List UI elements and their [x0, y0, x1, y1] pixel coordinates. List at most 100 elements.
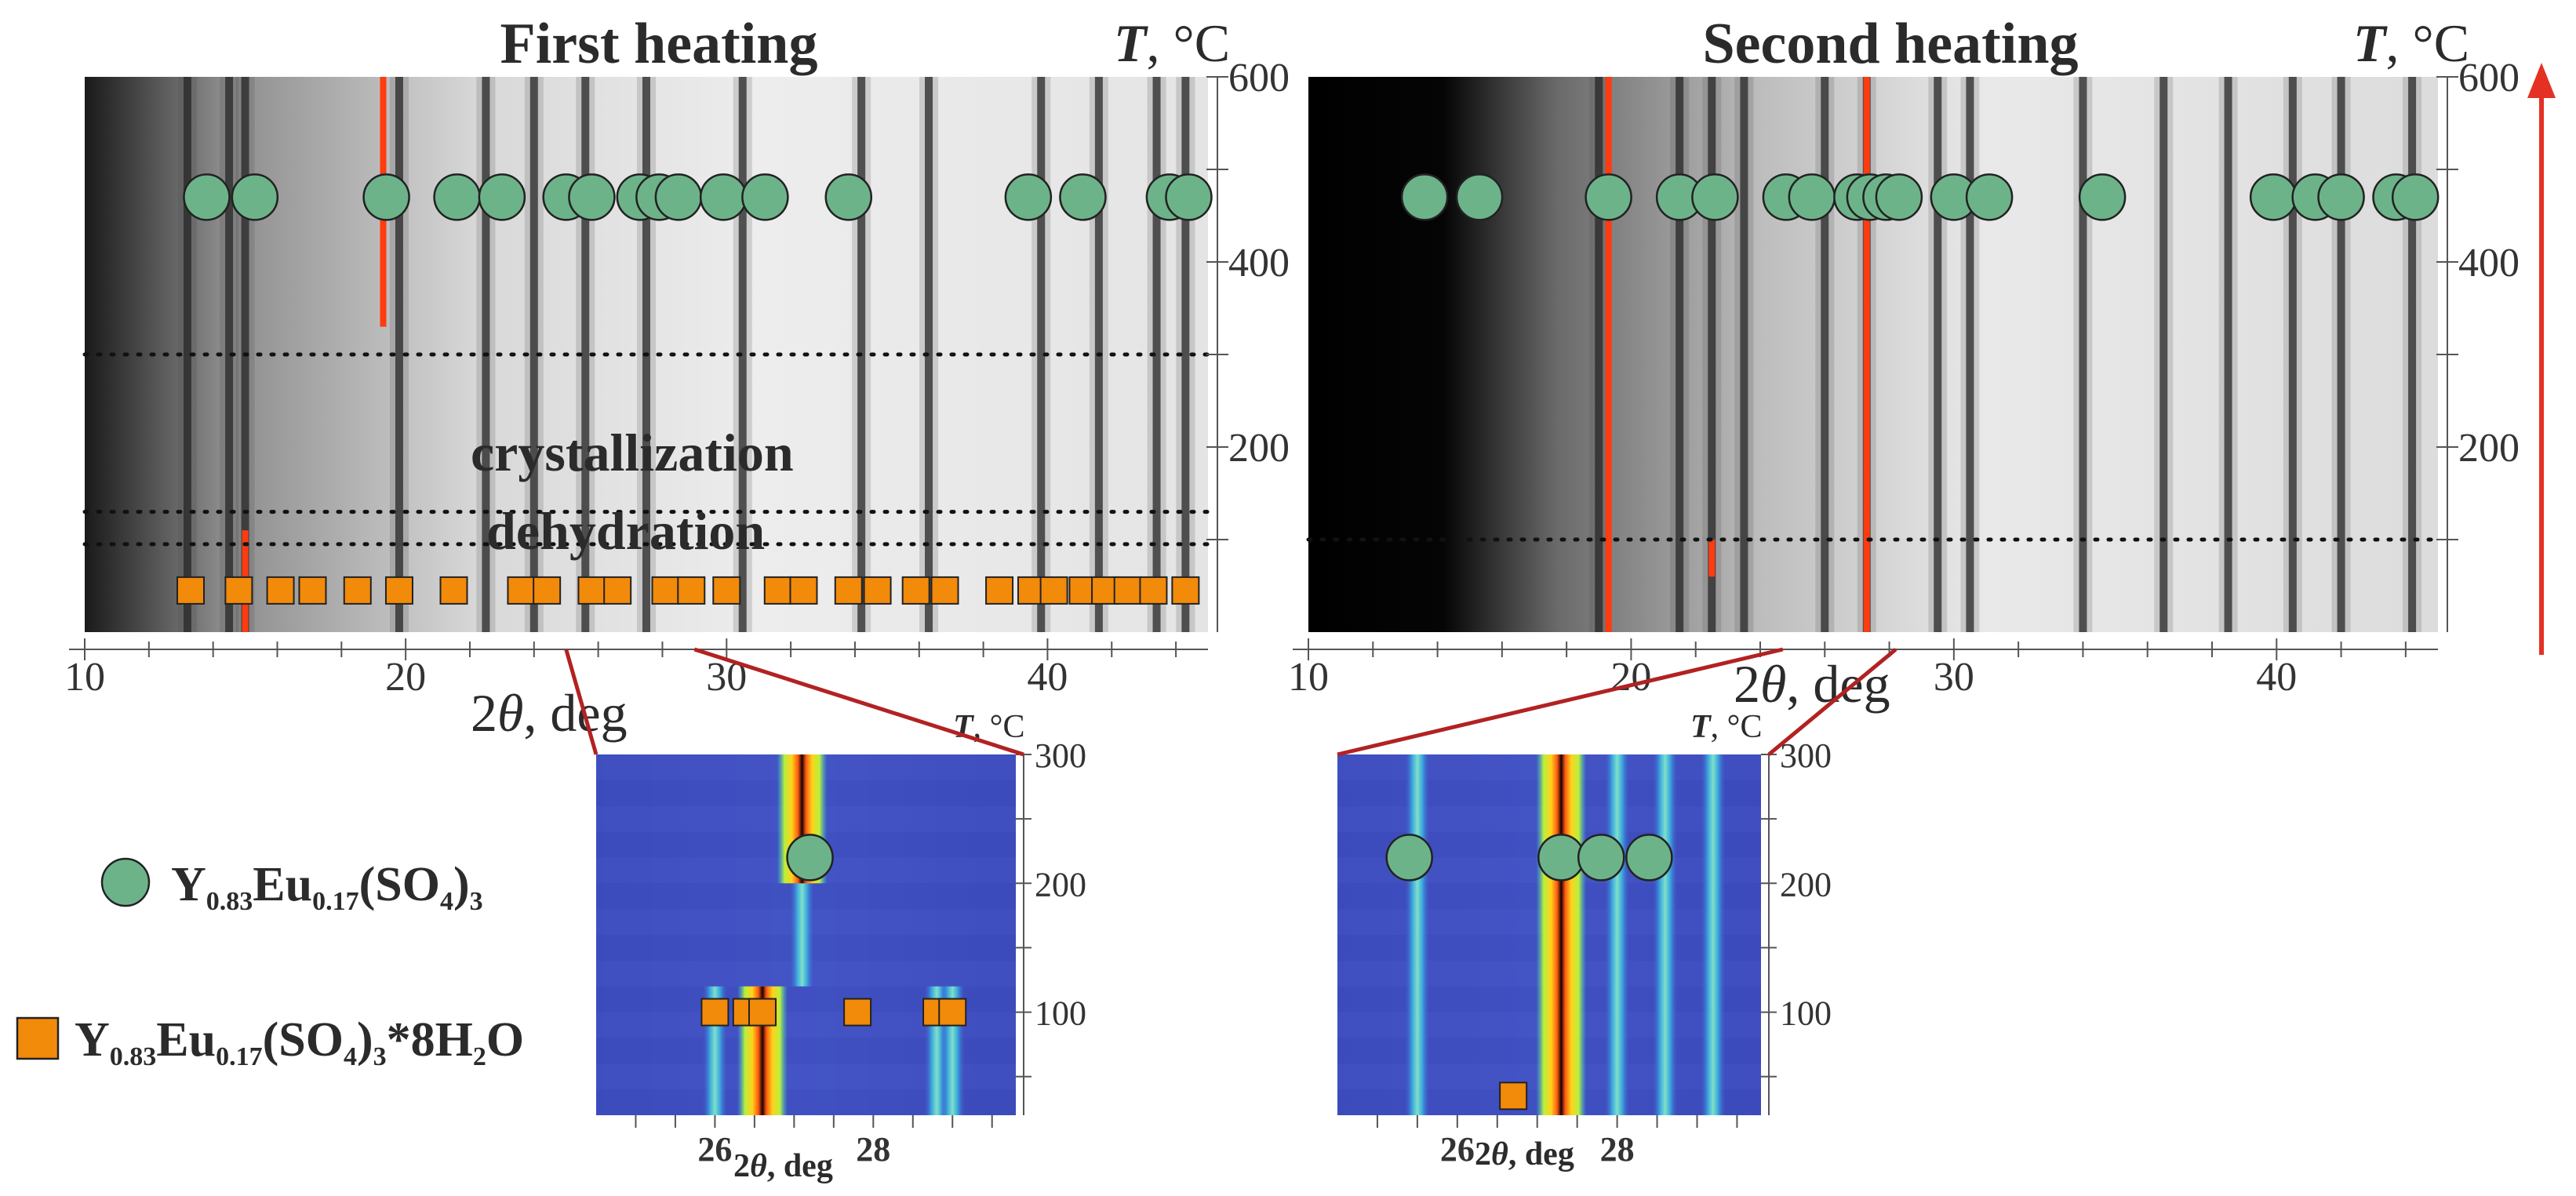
first-heating-hydrate-marker-12 [677, 576, 706, 605]
second-heating-diffraction-line-3 [1740, 77, 1748, 632]
first-heating-hydrate-marker-15 [789, 576, 818, 605]
dehydration-label: dehydration [486, 501, 765, 561]
second-heating-diffraction-halo-13 [2403, 77, 2422, 632]
second-heating-diffraction-line-8 [2079, 77, 2087, 632]
first-ylabel: T, °C [1114, 13, 1230, 73]
first-heating-hydrate-marker-2 [266, 576, 295, 605]
first-heating-anhydrous-marker-16 [1165, 173, 1213, 221]
zoom-second-hot-peak-0 [1536, 754, 1587, 1115]
second-heating-diffraction-line-2 [1708, 77, 1716, 632]
first-heating-anhydrous-marker-12 [824, 173, 873, 221]
second-heating-diffraction-halo-9 [2154, 77, 2174, 632]
zoom-second-xtick-label-26: 26 [1440, 1130, 1475, 1169]
zoom-first-panel: 100 200 300 26 28 [596, 736, 1086, 1169]
first-heating-anhydrous-marker-4 [478, 173, 526, 221]
first-heating-anhydrous-marker-9 [654, 173, 703, 221]
first-heating-xtick-label-40: 40 [1027, 655, 1068, 700]
second-heating-anhydrous-marker-2 [1585, 173, 1632, 221]
second-heating-hot-line-1 [1863, 77, 1870, 632]
second-ylabel: T, °C [2353, 13, 2469, 73]
first-heating-diffraction-line-3 [395, 77, 403, 632]
first-heating-ytick-label-600: 600 [1228, 56, 1290, 100]
first-heating-anhydrous-marker-13 [1004, 173, 1053, 221]
second-heating-diffraction-line-1 [1675, 77, 1684, 632]
first-heating-anhydrous-marker-2 [362, 173, 410, 221]
zoom1-xlabel: 2θ, deg [733, 1148, 833, 1184]
second-heating-diffraction-line-13 [2408, 77, 2417, 632]
second-heating-anhydrous-marker-12 [1965, 173, 2014, 221]
first-heating-hydrate-marker-20 [985, 576, 1014, 605]
first-heating-xtick-label-20: 20 [385, 655, 426, 700]
first-heating-hydrate-marker-22 [1039, 576, 1068, 605]
legend-hydrate-icon [16, 1016, 60, 1060]
first-heating-hydrate-marker-26 [1139, 576, 1168, 605]
first-heating-diffraction-line-6 [581, 77, 590, 632]
second-heating-anhydrous-marker-14 [2249, 173, 2298, 221]
second-heating-diffraction-halo-6 [1928, 77, 1948, 632]
second-heating-diffraction-line-10 [2224, 77, 2232, 632]
second-heating-anhydrous-marker-10 [1875, 173, 1923, 221]
first-heating-ytick-label-400: 400 [1228, 241, 1290, 285]
second-heating-ytick-label-400: 400 [2458, 241, 2520, 285]
first-heating-xtick-label-10: 10 [64, 655, 105, 700]
zoom-first-xtick-label-26: 26 [697, 1130, 732, 1169]
first-heating-ytick-label-200: 200 [1228, 426, 1290, 471]
first-heating-anhydrous-marker-1 [231, 173, 279, 221]
zoom-link-second-right [1767, 648, 1897, 756]
zoom-second-panel: 100 200 300 26 28 [1337, 736, 1832, 1169]
zoom-first-ytick-label-300: 300 [1035, 736, 1086, 775]
first-heating-hydrate-marker-17 [863, 576, 892, 605]
first-heating-hydrate-marker-18 [901, 576, 930, 605]
zoom-first-hydrate-marker-3 [843, 998, 872, 1027]
first-heating-anhydrous-marker-3 [433, 173, 481, 221]
second-heating-hot-line-2 [1708, 540, 1716, 577]
crystallization-label: crystallization [471, 423, 794, 482]
second-heating-anhydrous-marker-13 [2078, 173, 2127, 221]
first-heating-diffraction-line-11 [1037, 77, 1046, 632]
zoom-first-ytick-label-100: 100 [1035, 994, 1086, 1033]
second-heating-diffraction-halo-4 [1815, 77, 1835, 632]
second-heating-diffraction-line-9 [2159, 77, 2168, 632]
second-heating-diffraction-line-0 [1595, 77, 1603, 632]
zoom-second-peak-3 [1700, 754, 1726, 1115]
zoom-second-ytick-label-200: 200 [1780, 865, 1832, 903]
legend-anhydrous-icon [100, 857, 151, 907]
first-heating-anhydrous-marker-6 [568, 173, 616, 221]
legend: Y0.83Eu0.17(SO4)3 Y0.83Eu0.17(SO4)3*8H2O [16, 857, 524, 1071]
second-heating-panel: 200 400 600 10 20 30 40 [1288, 56, 2520, 700]
zoom2-ylabel: T, °C [1690, 709, 1762, 745]
first-heating-hydrate-marker-25 [1113, 576, 1142, 605]
second-heating-diffraction-halo-3 [1734, 77, 1754, 632]
first-heating-hydrate-marker-0 [176, 576, 206, 605]
first-heating-hydrate-marker-9 [577, 576, 606, 605]
second-heating-diffraction-halo-1 [1670, 77, 1690, 632]
zoom-first-ytick-label-200: 200 [1035, 865, 1086, 903]
zoom-second-hydrate-marker-0 [1499, 1081, 1528, 1111]
zoom2-xlabel: 2θ, deg [1475, 1136, 1574, 1172]
first-heating-hydrate-marker-16 [834, 576, 863, 605]
first-heating-hydrate-marker-14 [763, 576, 792, 605]
first-heating-hydrate-marker-5 [384, 576, 413, 605]
zoom-second-ytick-label-100: 100 [1780, 994, 1832, 1033]
first-heating-title: First heating [500, 12, 818, 76]
first-heating-hydrate-marker-1 [224, 576, 253, 605]
second-heating-anhydrous-marker-1 [1455, 173, 1504, 221]
second-heating-diffraction-line-4 [1821, 77, 1829, 632]
first-heating-hydrate-marker-13 [712, 576, 741, 605]
first-heating-diffraction-line-13 [1152, 77, 1161, 632]
zoom-first-hydrate-marker-0 [700, 998, 730, 1027]
zoom-second-anhydrous-marker-2 [1577, 834, 1625, 882]
second-heating-xtick-label-20: 20 [1610, 655, 1651, 700]
zoom-second-anhydrous-marker-3 [1625, 834, 1673, 882]
zoom-first-anhydrous-marker-0 [786, 834, 834, 882]
first-heating-hydrate-marker-19 [930, 576, 959, 605]
first-heating-anhydrous-marker-11 [741, 173, 789, 221]
second-heating-title: Second heating [1702, 12, 2078, 76]
temperature-arrow-head [2527, 63, 2556, 98]
zoom-second-ytick-label-300: 300 [1780, 736, 1832, 775]
first-heating-hydrate-marker-6 [439, 576, 468, 605]
temperature-arrow [2527, 63, 2556, 655]
first-xlabel: 2θ, deg [471, 683, 628, 743]
